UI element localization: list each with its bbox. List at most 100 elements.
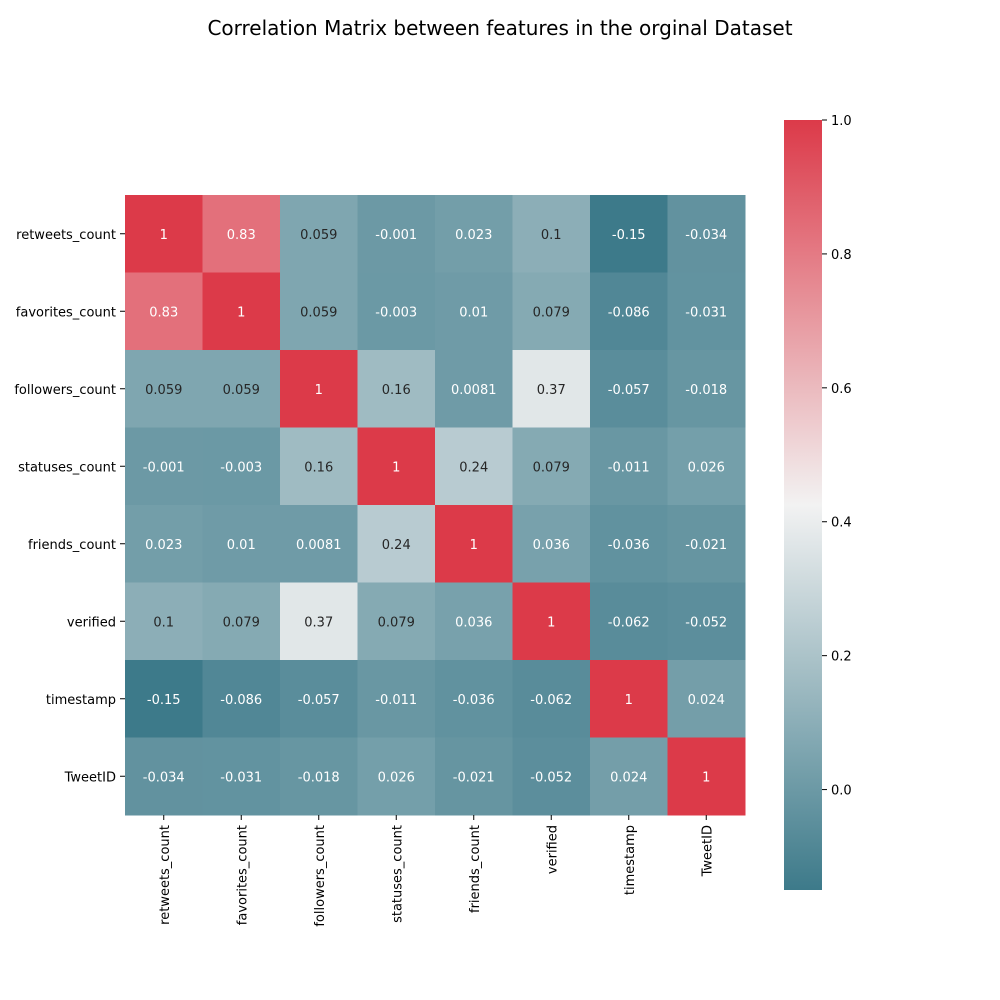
cell-value-label: -0.052 (530, 770, 572, 785)
cell-value-label: 0.01 (459, 305, 488, 320)
cell-value-label: 0.37 (537, 383, 566, 398)
cell-value-label: 0.024 (688, 693, 725, 708)
cell-value-label: 0.026 (378, 770, 415, 785)
row-tick-label: retweets_count (16, 228, 116, 243)
row-tick-label: verified (67, 615, 116, 630)
heatmap-cell (512, 427, 591, 506)
heatmap-cell (357, 737, 436, 816)
heatmap-cell (357, 350, 436, 428)
cell-value-label: 1 (547, 615, 555, 630)
cell-value-label: 0.026 (688, 460, 725, 475)
cell-value-label: 0.83 (149, 305, 178, 320)
heatmap-cell (435, 505, 513, 583)
cell-value-label: -0.003 (375, 305, 417, 320)
heatmap-cell (202, 427, 281, 506)
cell-value-label: 0.059 (300, 305, 337, 320)
heatmap-cell (667, 272, 746, 351)
column-tick-label: statuses_count (390, 825, 405, 923)
heatmap-cell (667, 505, 746, 583)
cell-value-label: -0.062 (608, 615, 650, 630)
heatmap-cell (512, 737, 591, 816)
cell-value-label: 0.1 (153, 615, 174, 630)
cell-value-label: -0.034 (685, 228, 727, 243)
heatmap-cell (667, 427, 746, 506)
cell-value-label: -0.036 (608, 538, 650, 553)
heatmap-cell (590, 582, 668, 661)
cell-value-label: -0.011 (608, 460, 650, 475)
cell-value-label: 1 (315, 383, 323, 398)
chart-title: Correlation Matrix between features in t… (207, 16, 793, 40)
heatmap-cell (667, 737, 746, 816)
cell-value-label: 1 (702, 770, 710, 785)
cell-value-label: 0.1 (541, 228, 562, 243)
heatmap-cell (357, 195, 436, 273)
colorbar-tick-label: 1.0 (831, 114, 852, 129)
cell-value-label: -0.057 (608, 383, 650, 398)
cell-value-label: -0.034 (143, 770, 185, 785)
heatmap-cell (202, 195, 281, 273)
heatmap-cell (125, 505, 203, 583)
heatmap-cell (667, 660, 746, 738)
cell-value-label: 0.079 (533, 305, 570, 320)
cell-value-label: 0.023 (145, 538, 182, 553)
heatmap-cell (357, 505, 436, 583)
colorbar-tick-label: 0.8 (831, 248, 852, 263)
heatmap-cell (590, 427, 668, 506)
heatmap-cell (280, 195, 358, 273)
heatmap-cell (590, 350, 668, 428)
heatmap-cell (512, 350, 591, 428)
column-tick-label: retweets_count (158, 825, 173, 925)
heatmap-cell (125, 737, 203, 816)
cell-value-label: 0.83 (227, 228, 256, 243)
column-tick-label: friends_count (468, 825, 483, 913)
heatmap-cell (667, 582, 746, 661)
heatmap-cell (280, 272, 358, 351)
colorbar-tick-label: 0.6 (831, 382, 852, 397)
column-tick-label: followers_count (313, 825, 328, 927)
row-tick-label: TweetID (64, 770, 116, 785)
cell-value-label: -0.036 (453, 693, 495, 708)
cell-value-label: 0.16 (382, 383, 411, 398)
colorbar-tick-label: 0.4 (831, 516, 852, 531)
heatmap-cell (512, 272, 591, 351)
cell-value-label: -0.011 (375, 693, 417, 708)
cell-value-label: 0.24 (382, 538, 411, 553)
heatmap-cell (435, 660, 513, 738)
cell-value-label: 0.0081 (296, 538, 342, 553)
heatmap-cell (512, 660, 591, 738)
heatmap-cell (202, 582, 281, 661)
heatmap-cell (202, 272, 281, 351)
heatmap-cell (357, 427, 436, 506)
cell-value-label: -0.057 (298, 693, 340, 708)
row-labels: retweets_count favorites_count followers_c… (14, 228, 125, 785)
heatmap-cell (280, 350, 358, 428)
cell-value-label: -0.021 (685, 538, 727, 553)
colorbar-gradient (784, 120, 822, 890)
cell-value-label: 0.16 (304, 460, 333, 475)
heatmap-cell (125, 660, 203, 738)
cell-value-label: -0.003 (220, 460, 262, 475)
cell-value-label: -0.018 (685, 383, 727, 398)
heatmap-cell (202, 350, 281, 428)
heatmap-cell (590, 737, 668, 816)
heatmap-cell (590, 272, 668, 351)
cell-value-label: -0.15 (612, 228, 646, 243)
heatmap-cell (512, 505, 591, 583)
row-tick-label: favorites_count (16, 305, 116, 320)
heatmap-cell (590, 660, 668, 738)
cell-value-label: -0.018 (298, 770, 340, 785)
heatmap-cell (125, 582, 203, 661)
heatmap-cell (202, 737, 281, 816)
heatmap-cell (435, 582, 513, 661)
colorbar-tick-label: 0.2 (831, 650, 852, 665)
heatmap-cell (512, 195, 591, 273)
row-tick-label: timestamp (46, 693, 116, 708)
cell-value-label: 0.059 (300, 228, 337, 243)
heatmap-cells: 1 0.83 0.059 -0.001 0.023 0.1 -0.15 -0.034 0.83 1… (125, 195, 746, 816)
heatmap-cell (435, 427, 513, 506)
heatmap-cell (357, 660, 436, 738)
heatmap-cell (125, 195, 203, 273)
cell-value-label: 0.059 (223, 383, 260, 398)
